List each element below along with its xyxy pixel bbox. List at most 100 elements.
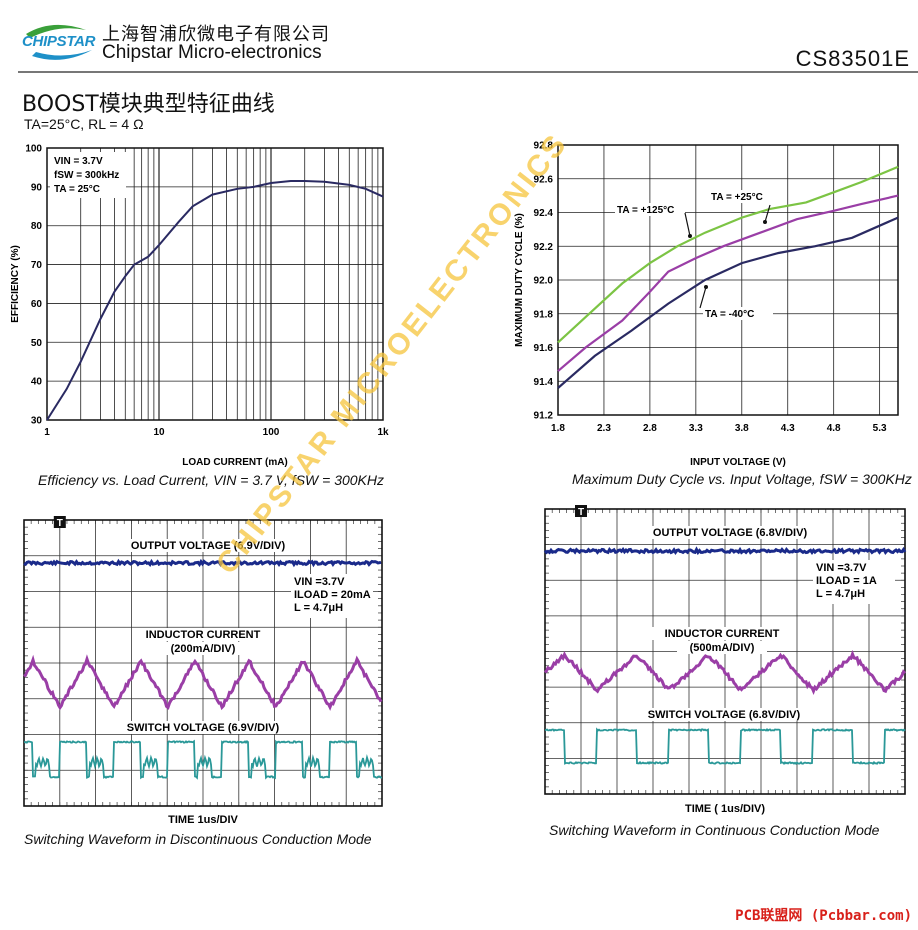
efficiency-curve (46, 180, 384, 421)
header-divider (18, 71, 918, 73)
site-mark: PCB联盟网 (Pcbbar.com) (735, 908, 912, 924)
inductor-current-trace (543, 649, 907, 695)
y-tick-label: 90 (31, 182, 43, 193)
switch-voltage-trace (545, 727, 906, 766)
series-leader-tip (688, 234, 692, 238)
y-tick-label: 92.2 (534, 242, 554, 253)
series-label-bg (615, 203, 685, 216)
inductor-current-trace (23, 654, 383, 711)
inductor-current-label: INDUCTOR CURRENT (146, 629, 261, 641)
y-tick-label: 91.6 (534, 343, 554, 354)
series-line-1 (557, 194, 899, 372)
plot-frame (46, 147, 384, 421)
series-line-2 (557, 216, 899, 389)
trigger-marker-label: T (578, 507, 584, 518)
y-tick-label: 70 (31, 260, 43, 271)
y-tick-label: 91.2 (534, 411, 554, 422)
inductor-scale-label-bg (677, 641, 767, 654)
time-axis-label: TIME ( 1us/DIV) (685, 803, 765, 815)
y-tick-label: 30 (31, 416, 43, 427)
y-tick-label: 40 (31, 377, 43, 388)
x-tick-label: 1 (44, 427, 50, 438)
output-voltage-trace (543, 546, 907, 556)
x-tick-label: 1.8 (551, 423, 565, 434)
company-name-chinese: 上海智浦欣微电子有限公司 (102, 24, 330, 45)
x-tick-label: 3.3 (689, 423, 703, 434)
switch-voltage-label-bg (634, 708, 814, 721)
inductor-scale-label: (200mA/DIV) (171, 643, 236, 655)
switch-voltage-label: SWITCH VOLTAGE (6.9V/DIV) (127, 722, 280, 734)
series-label: TA = +25°C (711, 192, 763, 203)
company-name-english: Chipstar Micro-electronics (102, 42, 322, 63)
trigger-marker-label: T (57, 518, 63, 529)
series-label: TA = +125°C (617, 205, 674, 216)
scope-param: L = 4.7μH (816, 588, 865, 600)
inductor-current-label-bg (133, 628, 273, 641)
y-tick-label: 92.4 (534, 208, 554, 219)
series-leader (699, 286, 707, 309)
params-bg (291, 574, 373, 618)
trigger-marker-icon (575, 505, 587, 517)
scope-param: ILOAD = 1A (816, 575, 877, 587)
x-tick-label: 1k (377, 427, 389, 438)
watermark: CHIPSTAR MICROELECTRONICS (210, 127, 575, 581)
x-tick-label: 2.8 (643, 423, 657, 434)
scope-param: VIN =3.7V (294, 576, 345, 588)
series-leader (764, 204, 771, 223)
series-line-0 (557, 165, 899, 344)
plot-frame (557, 144, 899, 416)
time-axis-label: TIME 1us/DIV (168, 814, 238, 826)
series-label-bg (703, 307, 773, 320)
x-tick-label: 3.8 (735, 423, 749, 434)
params-bg (813, 560, 895, 604)
inductor-current-label: INDUCTOR CURRENT (665, 628, 780, 640)
y-tick-label: 91.4 (534, 377, 554, 388)
x-axis-label: INPUT VOLTAGE (V) (690, 457, 786, 468)
scope-param: VIN =3.7V (816, 562, 867, 574)
switch-voltage-trace (23, 739, 383, 780)
y-axis-label: MAXIMUM DUTY CYCLE (%) (514, 213, 525, 347)
y-tick-label: 91.8 (534, 309, 554, 320)
x-tick-label: 5.3 (873, 423, 887, 434)
x-tick-label: 4.3 (781, 423, 795, 434)
company-logo: CHIPSTAR 上海智浦欣微电子有限公司 Chipstar Micro-ele… (22, 18, 382, 66)
switch-voltage-label-bg (113, 721, 293, 734)
series-leader (684, 212, 691, 237)
output-voltage-label-bg (113, 539, 303, 552)
series-leader-tip (763, 220, 767, 224)
condition-label: TA = 25°C (54, 184, 100, 195)
output-voltage-trace (23, 558, 382, 568)
part-number: CS83501E (795, 46, 910, 71)
scope-continuous-caption: Switching Waveform in Continuous Conduct… (549, 822, 880, 838)
test-conditions: TA=25°C, RL = 4 Ω (24, 116, 144, 132)
condition-label: VIN = 3.7V (54, 156, 103, 167)
inductor-scale-label-bg (158, 642, 248, 655)
output-voltage-label: OUTPUT VOLTAGE (6.8V/DIV) (653, 527, 808, 539)
switch-voltage-label: SWITCH VOLTAGE (6.8V/DIV) (648, 709, 801, 721)
scope-frame (544, 508, 906, 795)
duty-cycle-caption: Maximum Duty Cycle vs. Input Voltage, fS… (572, 471, 912, 487)
inductor-current-label-bg (652, 627, 792, 640)
x-tick-label: 100 (263, 427, 280, 438)
x-tick-label: 10 (153, 427, 165, 438)
y-tick-label: 50 (31, 338, 43, 349)
y-tick-label: 80 (31, 221, 43, 232)
efficiency-caption: Efficiency vs. Load Current, VIN = 3.7 V… (38, 472, 385, 488)
series-label: TA = -40°C (705, 309, 754, 320)
scope-param: ILOAD = 20mA (294, 589, 371, 601)
scope-param: L = 4.7μH (294, 602, 343, 614)
scope-frame (23, 519, 383, 807)
series-label-bg (709, 190, 779, 203)
chipstar-logo-swoosh (26, 24, 92, 60)
y-tick-label: 100 (25, 144, 42, 155)
x-axis-label: LOAD CURRENT (mA) (182, 457, 288, 468)
x-tick-label: 4.8 (827, 423, 841, 434)
page-title: BOOST模块典型特征曲线 (22, 92, 275, 117)
y-axis-label: EFFICIENCY (%) (10, 245, 21, 323)
logo-wordmark: CHIPSTAR (22, 33, 96, 50)
x-tick-label: 2.3 (597, 423, 611, 434)
